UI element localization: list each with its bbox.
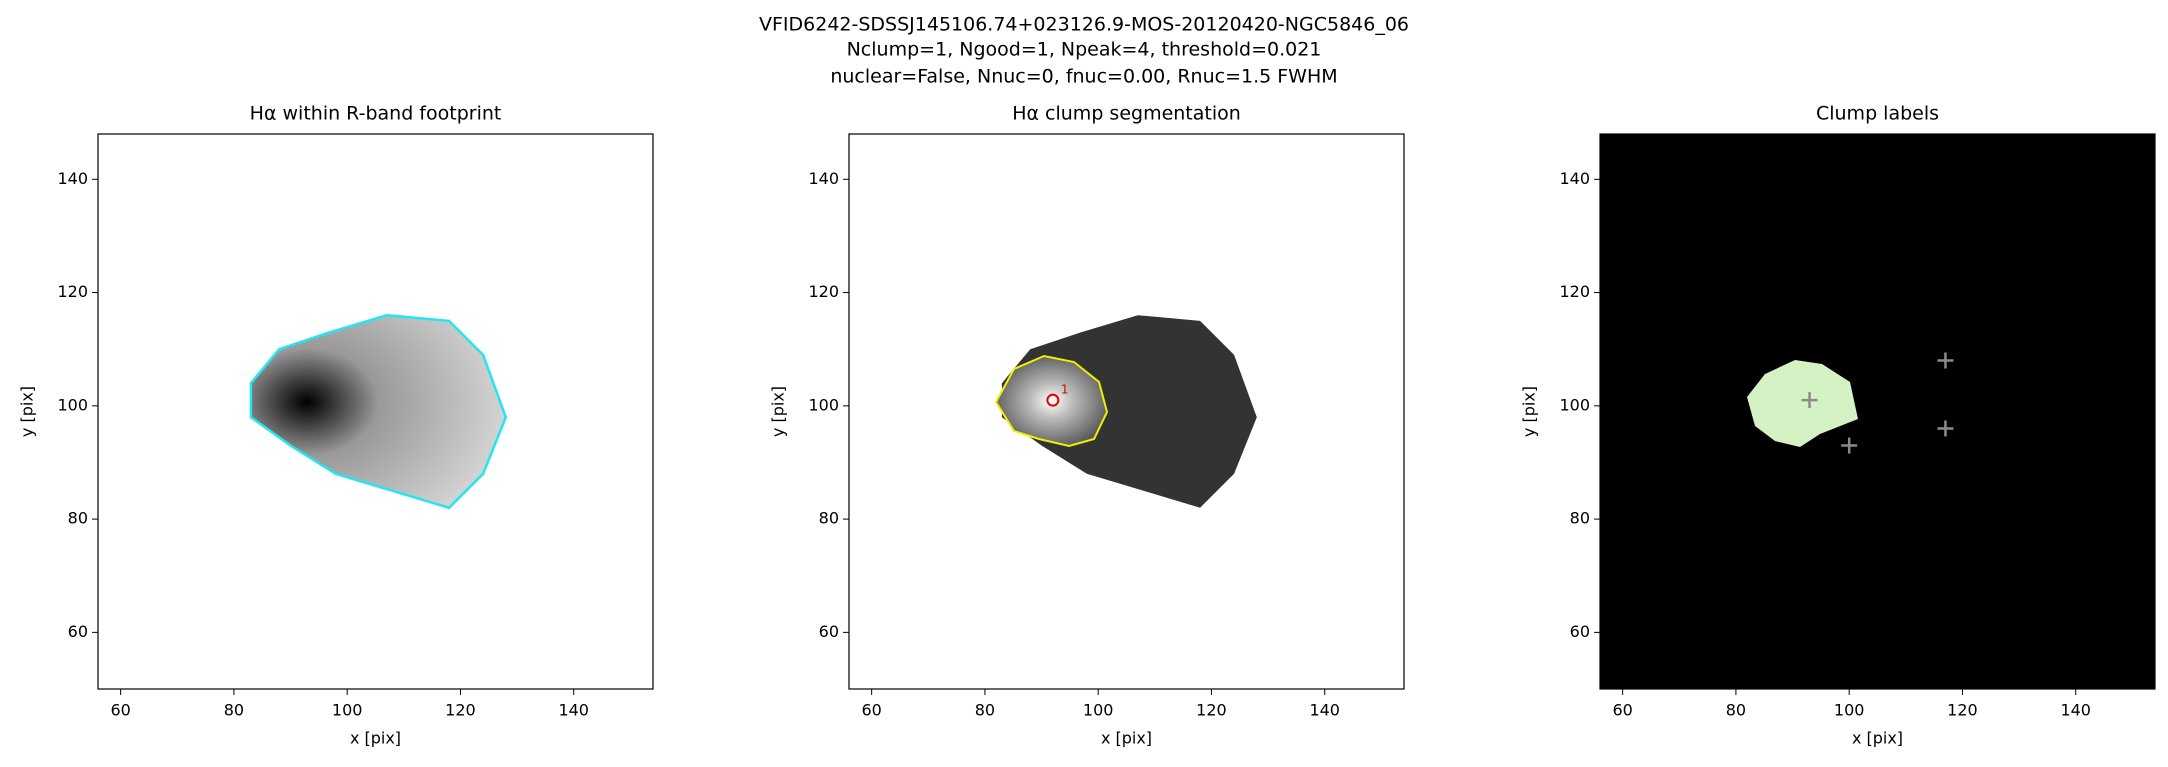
y-tick-label: 140 [808,169,839,188]
x-tick-label: 140 [1309,701,1340,720]
y-axis-label: y [pix] [18,386,37,437]
axes-frame [848,133,1405,690]
y-tick-label: 120 [57,282,88,301]
x-tick-label: 100 [332,701,363,720]
y-tick-label: 60 [68,622,88,641]
axes-title: Hα clump segmentation [1012,103,1241,125]
panel-image [994,315,1257,508]
x-axis-label: x [pix] [350,729,401,748]
peak-label: 1 [1061,383,1069,397]
panel-image [1600,134,2155,689]
x-tick-label: 100 [1083,701,1114,720]
y-tick-label: 80 [819,509,839,528]
x-axis-label: x [pix] [1852,729,1903,748]
clump-label [1747,360,1858,447]
y-tick-label: 100 [808,395,839,414]
y-tick-label: 120 [808,282,839,301]
axes-title: Clump labels [1816,103,1939,125]
peak-marker [1801,392,1818,409]
y-axis-label: y [pix] [769,386,788,437]
clump-contour [994,354,1109,448]
peak-marker [1046,393,1060,407]
x-tick-label: 80 [975,701,995,720]
axes-frame [1599,133,2156,690]
y-axis-label: y [pix] [1520,386,1539,437]
x-tick-label: 120 [1947,701,1978,720]
label-background [1600,134,2155,689]
panel-image [249,313,508,510]
axes-frame [97,133,654,690]
y-tick-label: 100 [57,395,88,414]
y-tick-label: 80 [68,509,88,528]
suptitle: VFID6242-SDSSJ145106.74+023126.9-MOS-201… [759,14,1409,36]
y-tick-label: 60 [1570,622,1590,641]
axes-title: Hα within R-band footprint [250,103,502,125]
y-tick-label: 140 [1559,169,1590,188]
x-tick-label: 140 [2060,701,2091,720]
y-tick-label: 80 [1570,509,1590,528]
y-tick-label: 120 [1559,282,1590,301]
x-tick-label: 120 [445,701,476,720]
x-tick-label: 60 [861,701,881,720]
y-tick-label: 60 [819,622,839,641]
x-tick-label: 80 [224,701,244,720]
x-tick-label: 140 [558,701,589,720]
x-tick-label: 100 [1834,701,1865,720]
suptitle: nuclear=False, Nnuc=0, fnuc=0.00, Rnuc=1… [830,66,1337,88]
x-tick-label: 60 [1612,701,1632,720]
galaxy-image [249,313,508,510]
y-tick-label: 140 [57,169,88,188]
x-tick-label: 80 [1726,701,1746,720]
y-tick-label: 100 [1559,395,1590,414]
peak-marker [1937,352,1954,369]
x-tick-label: 120 [1196,701,1227,720]
peak-marker [1937,420,1954,437]
suptitle: Nclump=1, Ngood=1, Npeak=4, threshold=0.… [847,39,1322,61]
peak-marker [1841,437,1858,454]
x-axis-label: x [pix] [1101,729,1152,748]
x-tick-label: 60 [110,701,130,720]
